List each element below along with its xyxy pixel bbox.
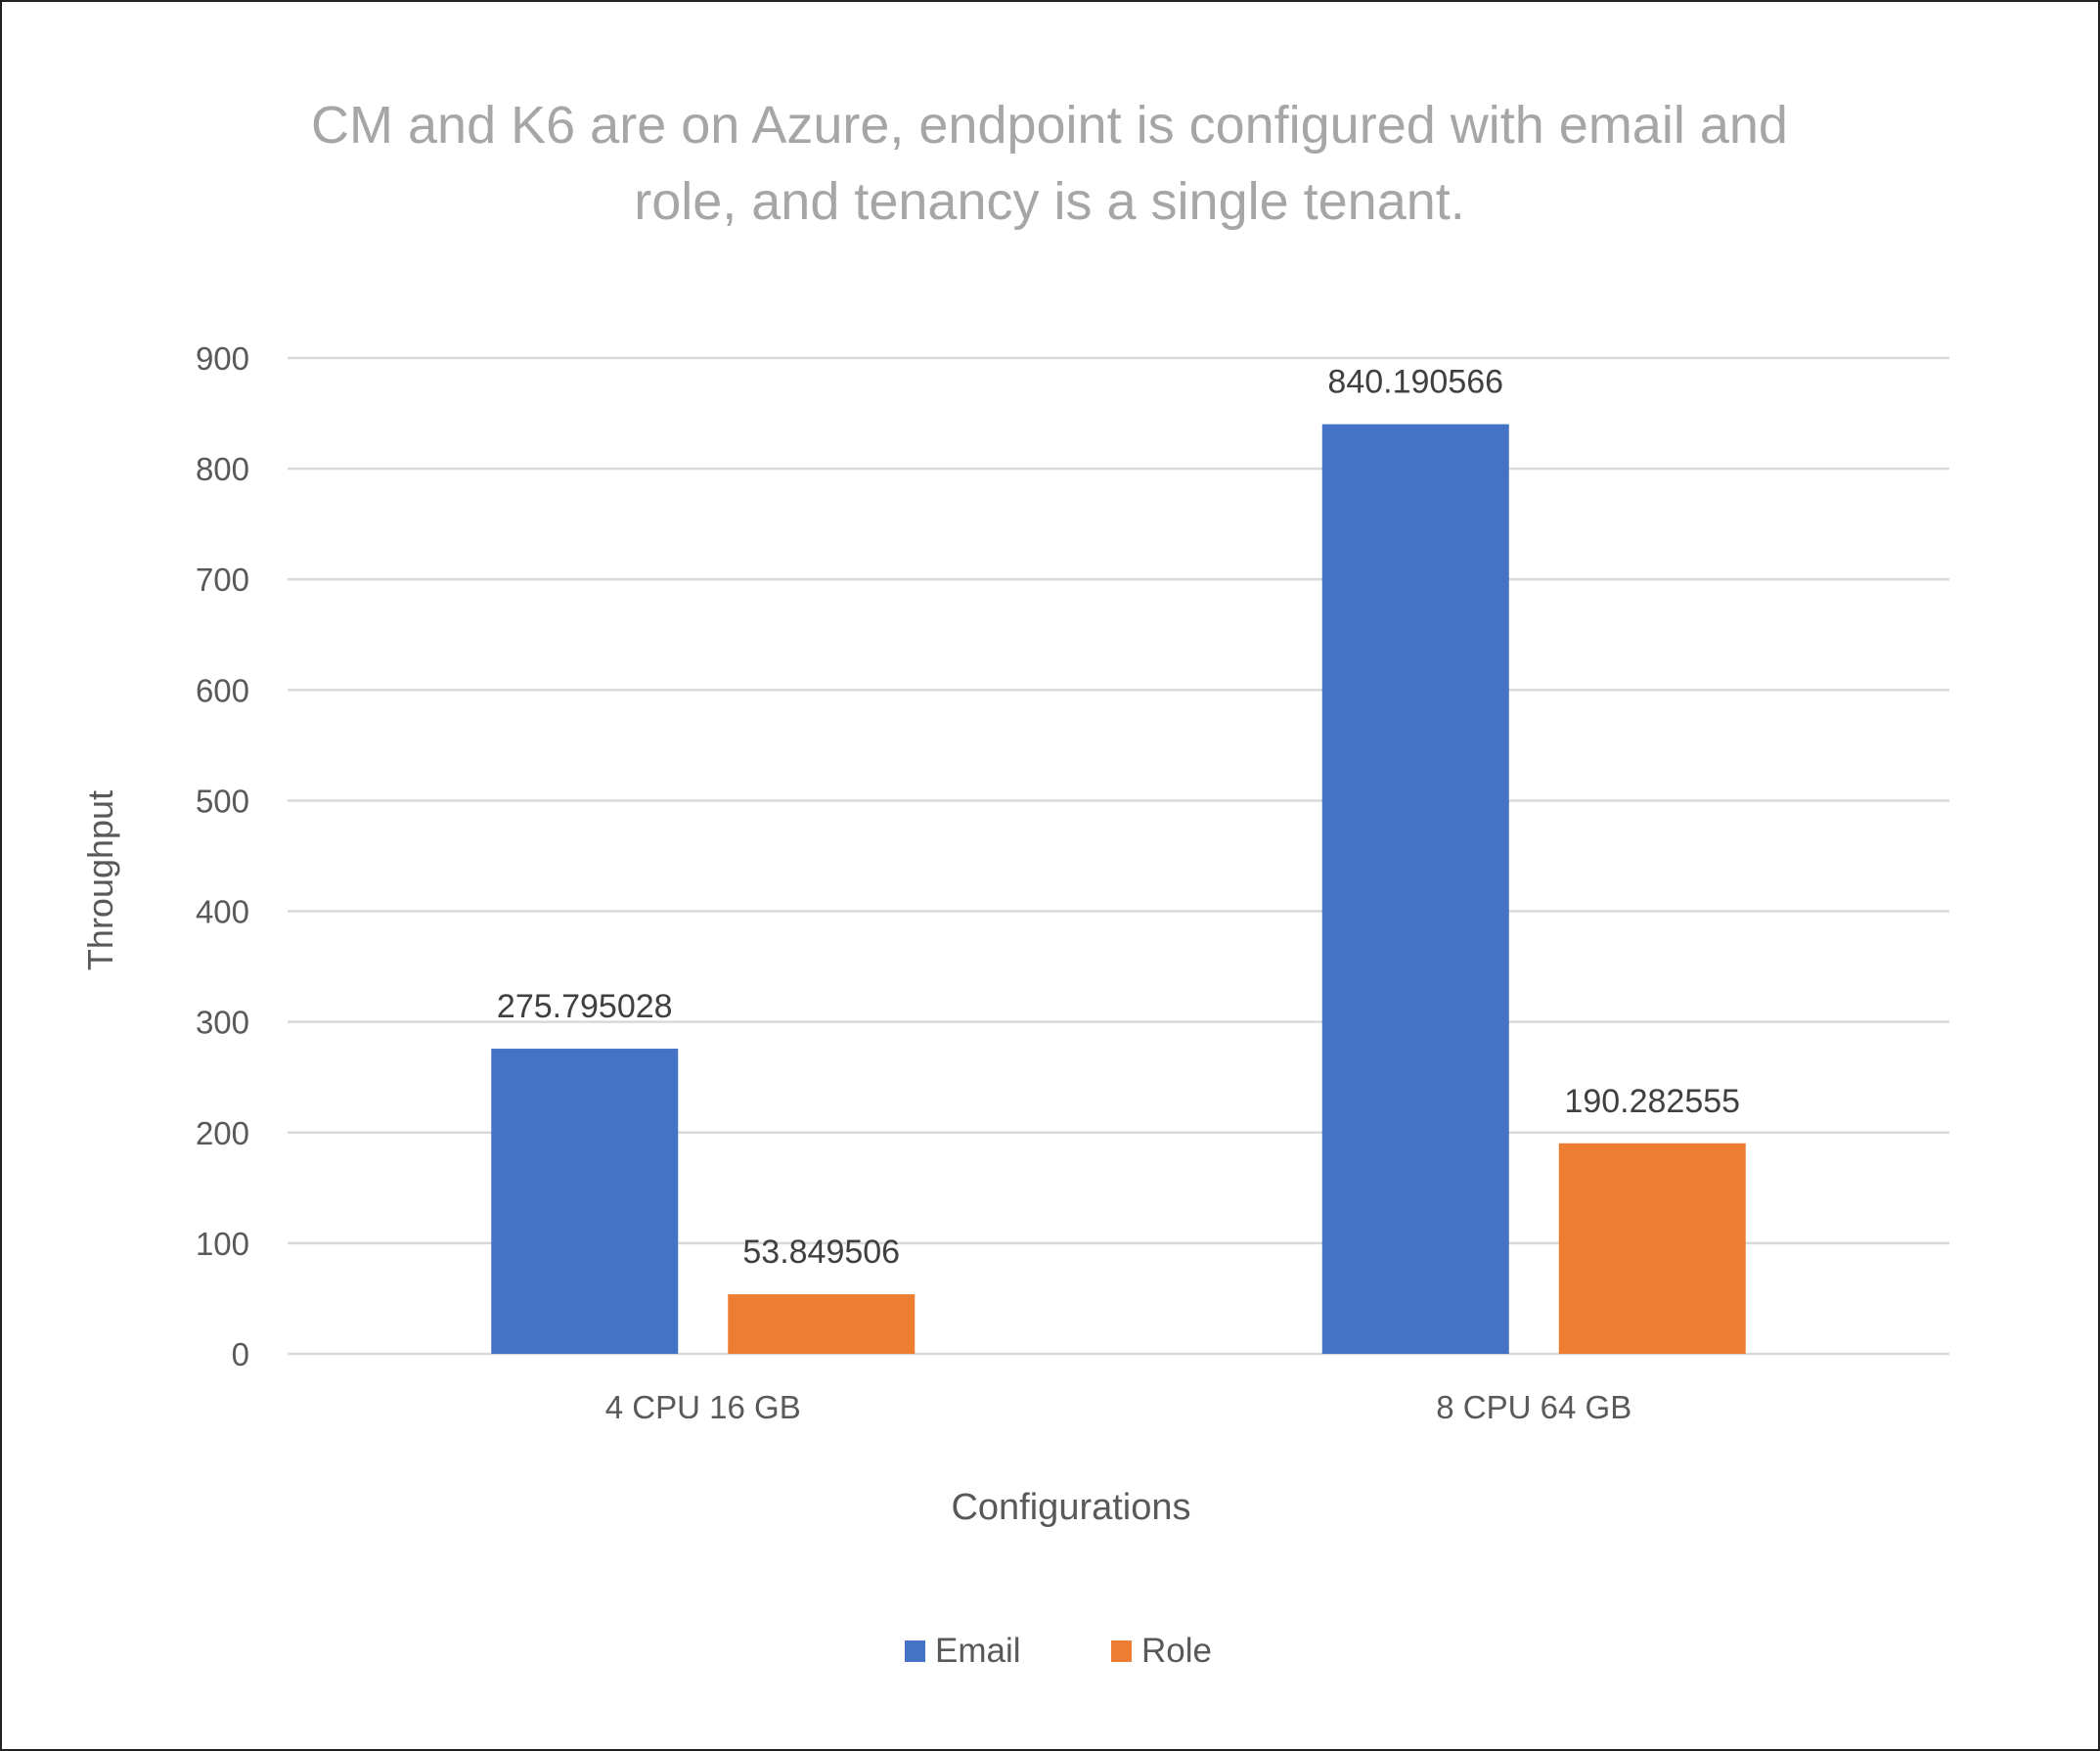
y-axis-title: Throughput xyxy=(80,790,120,970)
data-label: 275.795028 xyxy=(497,988,673,1025)
x-tick-label: 8 CPU 64 GB xyxy=(1436,1389,1631,1425)
y-tick-label: 200 xyxy=(196,1115,249,1151)
y-tick-label: 0 xyxy=(232,1336,249,1372)
legend-swatch-role xyxy=(1111,1640,1132,1662)
chart-title-line-1: CM and K6 are on Azure, endpoint is conf… xyxy=(311,96,1788,155)
y-tick-label: 300 xyxy=(196,1005,249,1041)
data-label: 840.190566 xyxy=(1327,364,1503,401)
data-label: 190.282555 xyxy=(1564,1083,1740,1120)
legend-label: Email xyxy=(935,1632,1021,1670)
legend-swatch-email xyxy=(905,1640,925,1662)
y-tick-label: 600 xyxy=(196,672,249,708)
bar-role xyxy=(728,1294,916,1354)
y-tick-label: 700 xyxy=(196,561,249,598)
y-tick-label: 100 xyxy=(196,1226,249,1262)
y-tick-label: 500 xyxy=(196,783,249,819)
legend-label: Role xyxy=(1141,1632,1212,1670)
y-tick-label: 800 xyxy=(196,451,249,487)
x-axis-title: Configurations xyxy=(951,1487,1190,1528)
y-tick-label: 400 xyxy=(196,894,249,930)
x-tick-label: 4 CPU 16 GB xyxy=(605,1389,801,1425)
data-label: 53.849506 xyxy=(742,1234,900,1271)
y-tick-label: 900 xyxy=(196,340,249,377)
bar-email xyxy=(1321,424,1509,1354)
bar-email xyxy=(491,1049,679,1354)
bar-role xyxy=(1558,1143,1746,1354)
chart-title-line-2: role, and tenancy is a single tenant. xyxy=(634,172,1465,231)
